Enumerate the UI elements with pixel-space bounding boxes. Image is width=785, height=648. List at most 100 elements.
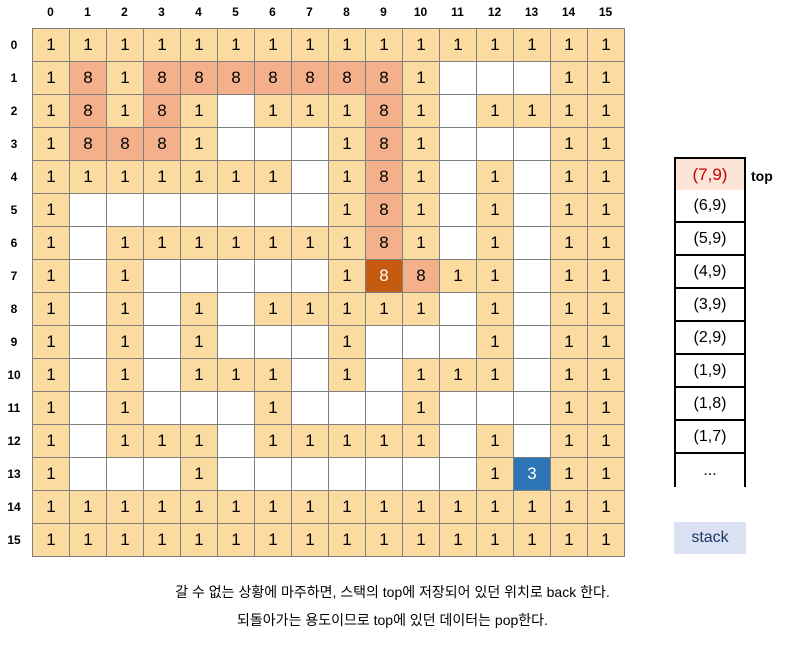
maze-cell-wall: 1	[328, 160, 366, 194]
maze-cell-wall: 1	[476, 259, 514, 293]
stack-item: (2,9)	[674, 322, 746, 355]
maze-cell-wall: 1	[217, 490, 255, 524]
maze-cell-wall: 1	[550, 358, 588, 392]
column-label: 8	[343, 5, 350, 19]
maze-cell-wall: 1	[402, 391, 440, 425]
column-label: 14	[561, 5, 576, 19]
maze-cell-wall: 1	[106, 490, 144, 524]
maze-cell-open	[217, 193, 255, 227]
maze-cell-wall: 1	[587, 193, 625, 227]
row-label: 1	[10, 70, 18, 85]
column-label: 5	[232, 5, 239, 19]
maze-cell-open	[513, 193, 551, 227]
maze-cell-wall: 1	[476, 28, 514, 62]
maze-cell-wall: 1	[476, 193, 514, 227]
maze-cell-wall: 1	[402, 490, 440, 524]
maze-cell-wall: 1	[513, 28, 551, 62]
maze-cell-wall: 1	[402, 127, 440, 161]
stack-item: (5,9)	[674, 223, 746, 256]
maze-cell-path: 8	[365, 226, 403, 260]
maze-cell-wall: 1	[550, 457, 588, 491]
maze-cell-wall: 1	[32, 94, 70, 128]
maze-cell-wall: 1	[550, 61, 588, 95]
maze-cell-wall: 1	[550, 523, 588, 557]
maze-cell-wall: 1	[587, 292, 625, 326]
maze-cell-path: 8	[365, 160, 403, 194]
maze-cell-wall: 1	[291, 292, 329, 326]
maze-cell-wall: 1	[180, 523, 218, 557]
stack-item: (1,7)	[674, 421, 746, 454]
maze-cell-wall: 1	[328, 292, 366, 326]
maze-cell-wall: 1	[550, 160, 588, 194]
maze-cell-wall: 1	[254, 391, 292, 425]
maze-cell-open	[69, 325, 107, 359]
maze-cell-open	[439, 193, 477, 227]
maze-cell-wall: 1	[254, 358, 292, 392]
maze-cell-wall: 1	[180, 28, 218, 62]
maze-cell-wall: 1	[587, 358, 625, 392]
maze-cell-wall: 1	[365, 424, 403, 458]
maze-cell-wall: 1	[254, 424, 292, 458]
maze-cell-open	[513, 358, 551, 392]
maze-cell-open	[143, 325, 181, 359]
column-label: 13	[524, 5, 539, 19]
maze-cell-wall: 1	[328, 193, 366, 227]
maze-cell-wall: 1	[439, 490, 477, 524]
maze-cell-open	[291, 325, 329, 359]
maze-cell-wall: 1	[106, 424, 144, 458]
maze-cell-path: 8	[365, 127, 403, 161]
maze-cell-wall: 1	[143, 160, 181, 194]
maze-cell-open	[439, 127, 477, 161]
maze-cell-wall: 1	[587, 226, 625, 260]
maze-cell-open	[143, 391, 181, 425]
maze-cell-wall: 1	[550, 226, 588, 260]
column-label: 15	[598, 5, 613, 19]
maze-cell-open	[439, 325, 477, 359]
maze-cell-wall: 1	[328, 94, 366, 128]
maze-cell-wall: 1	[365, 28, 403, 62]
maze-cell-wall: 1	[402, 358, 440, 392]
maze-cell-wall: 1	[106, 160, 144, 194]
maze-cell-wall: 1	[550, 391, 588, 425]
maze-cell-wall: 1	[328, 523, 366, 557]
row-label: 4	[10, 169, 18, 184]
maze-cell-open	[180, 193, 218, 227]
row-label: 9	[10, 334, 18, 349]
maze-cell-wall: 1	[69, 490, 107, 524]
maze-cell-open	[217, 391, 255, 425]
maze-cell-wall: 1	[106, 358, 144, 392]
maze-cell-open	[513, 61, 551, 95]
maze-cell-wall: 1	[32, 523, 70, 557]
stack-item: (6,9)	[674, 190, 746, 223]
column-label: 9	[380, 5, 387, 19]
maze-cell-wall: 1	[513, 523, 551, 557]
maze-cell-wall: 1	[69, 523, 107, 557]
maze-cell-path: 8	[291, 61, 329, 95]
maze-cell-open	[69, 358, 107, 392]
maze-cell-wall: 1	[143, 523, 181, 557]
maze-cell-wall: 1	[32, 457, 70, 491]
maze-cell-open	[143, 457, 181, 491]
caption-line-1: 갈 수 없는 상황에 마주하면, 스택의 top에 저장되어 있던 위치로 ba…	[175, 584, 610, 600]
maze-cell-open	[254, 127, 292, 161]
column-label: 0	[47, 5, 54, 19]
stack-item: (4,9)	[674, 256, 746, 289]
maze-cell-path: 8	[69, 94, 107, 128]
maze-cell-wall: 1	[402, 193, 440, 227]
maze-cell-wall: 1	[106, 94, 144, 128]
maze-cell-wall: 1	[32, 160, 70, 194]
maze-cell-wall: 1	[143, 490, 181, 524]
maze-cell-wall: 1	[254, 523, 292, 557]
maze-cell-wall: 1	[254, 292, 292, 326]
maze-cell-wall: 1	[32, 259, 70, 293]
maze-cell-open	[291, 127, 329, 161]
maze-cell-wall: 1	[402, 226, 440, 260]
maze-cell-wall: 1	[143, 424, 181, 458]
maze-cell-wall: 1	[402, 160, 440, 194]
maze-cell-open	[365, 457, 403, 491]
maze-cell-wall: 1	[587, 523, 625, 557]
maze-cell-wall: 1	[402, 61, 440, 95]
maze-cell-path: 8	[365, 193, 403, 227]
maze-cell-wall: 1	[180, 358, 218, 392]
column-label: 12	[487, 5, 502, 19]
